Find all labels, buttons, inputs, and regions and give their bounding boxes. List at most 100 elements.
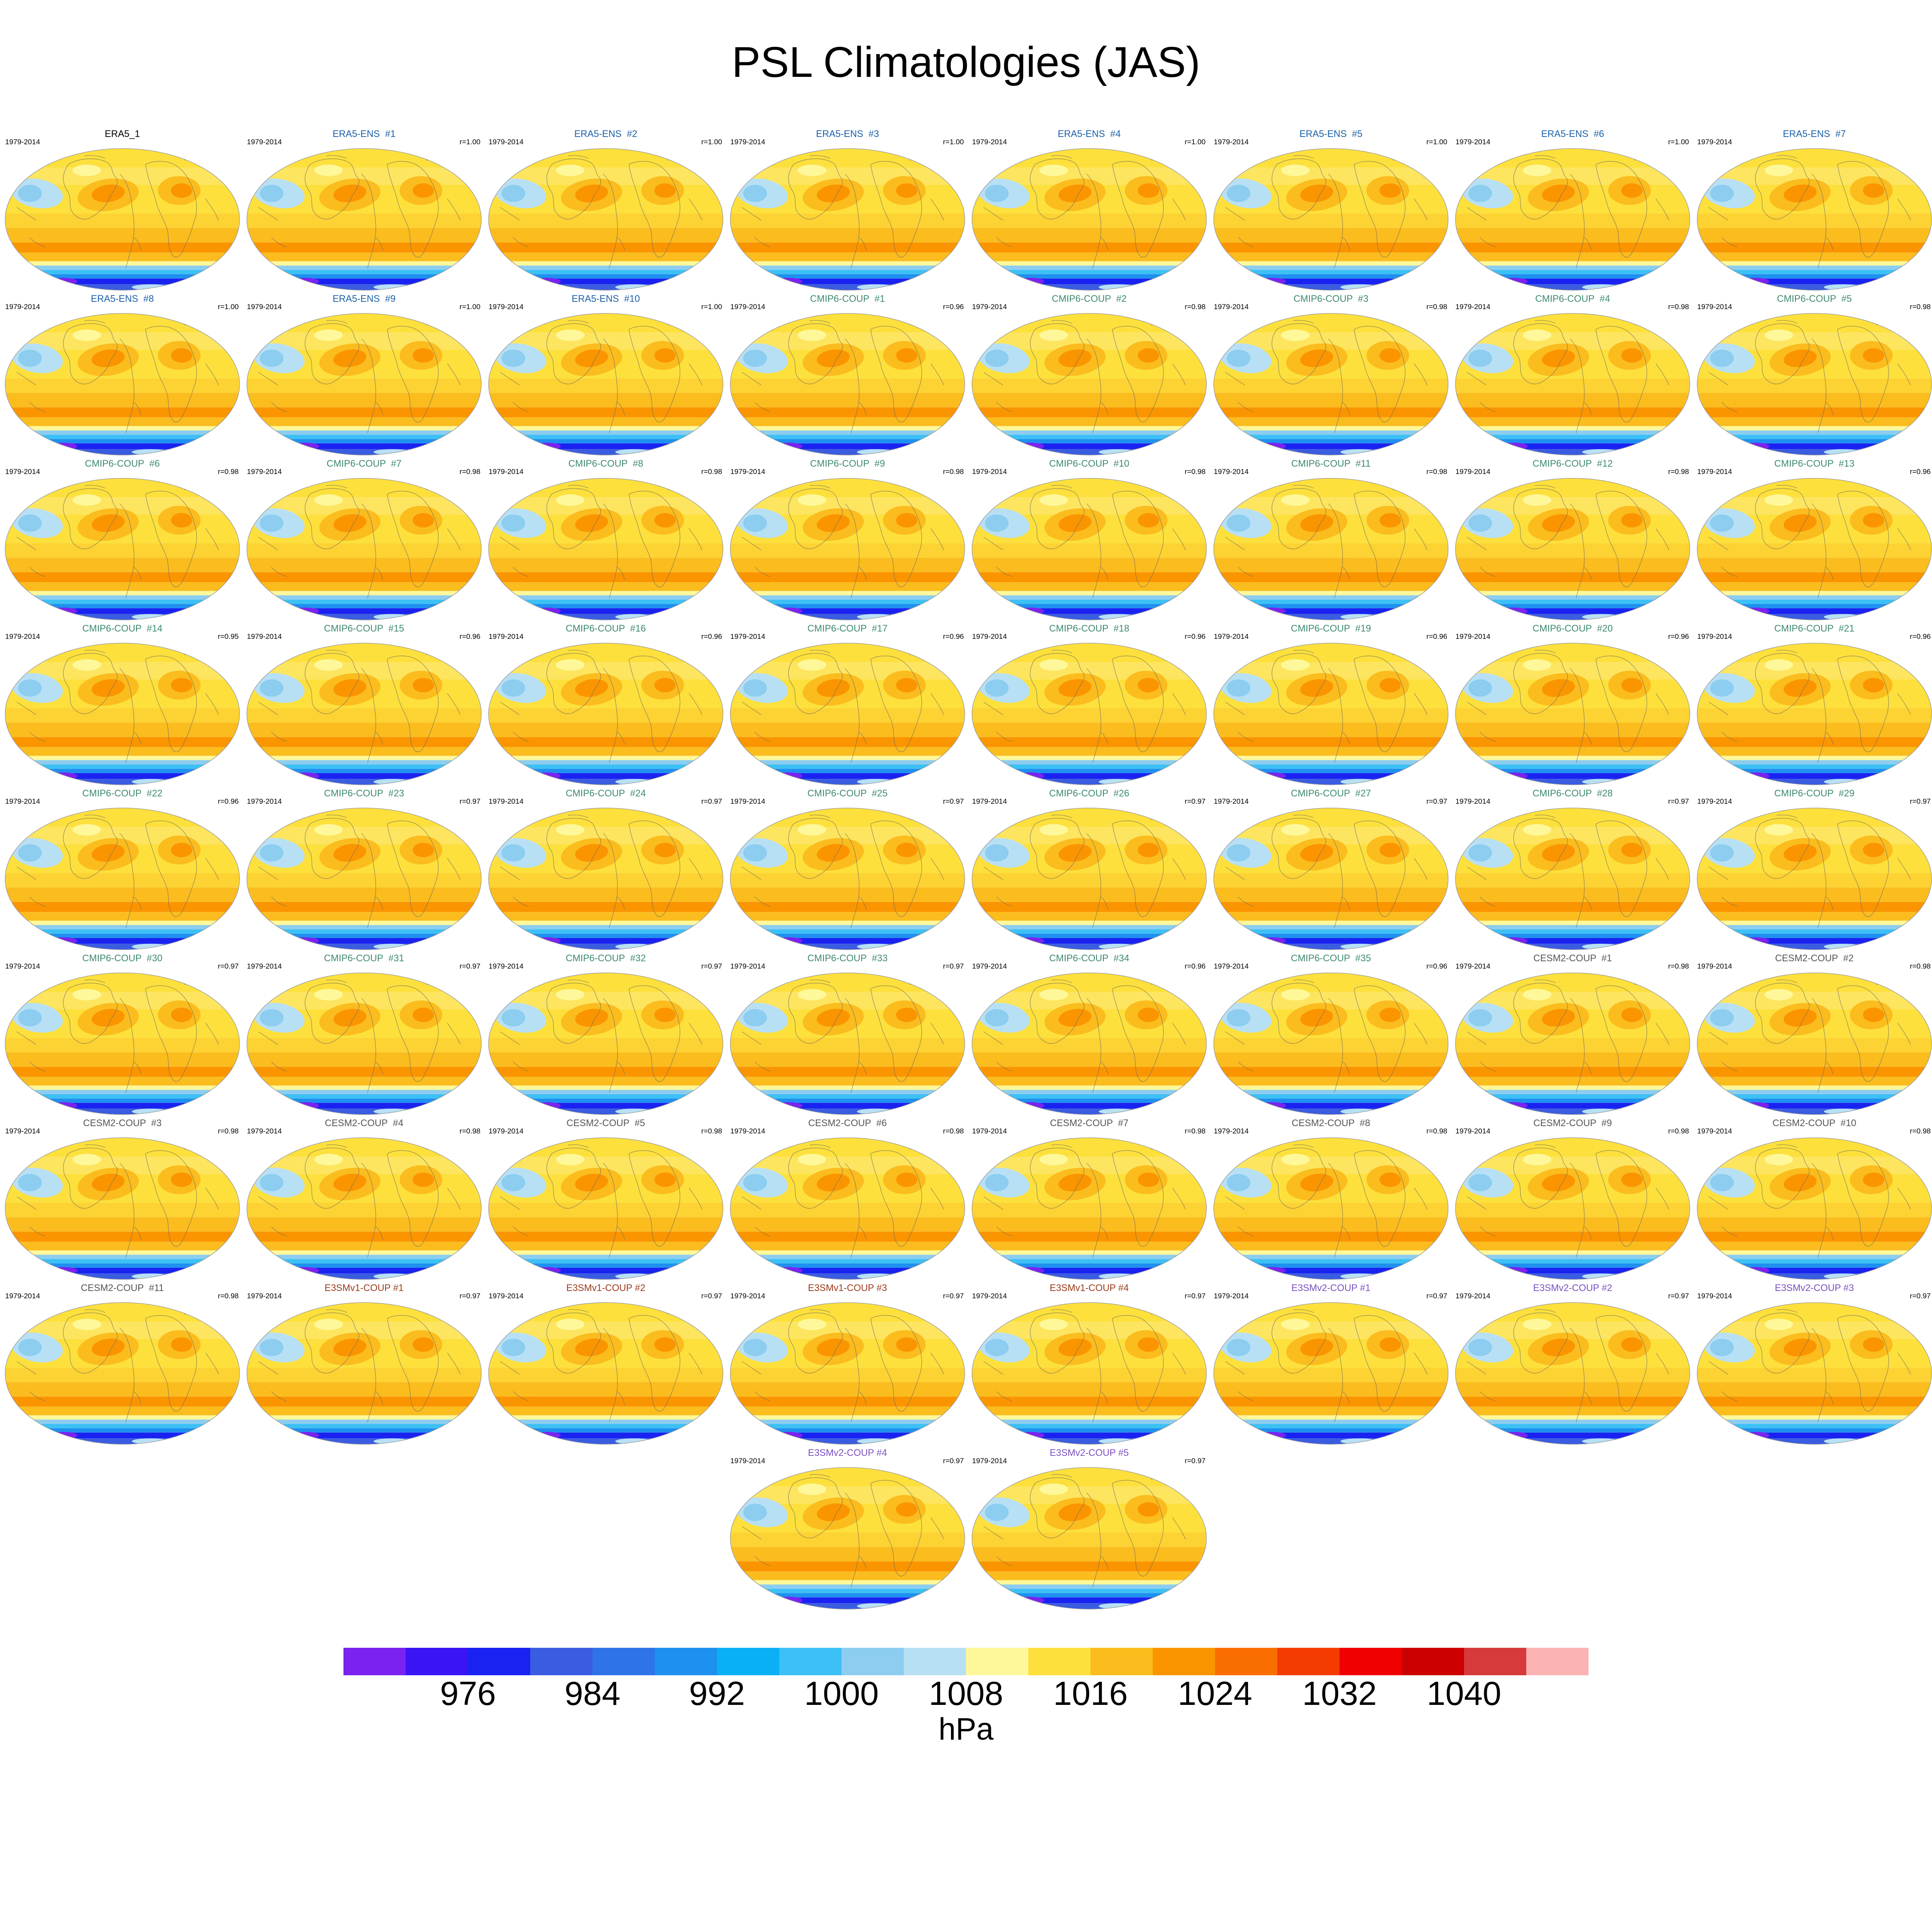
colorbar-tick-label: 1016 xyxy=(1053,1674,1128,1712)
panel-label: CMIP6-COUP #8 xyxy=(568,458,644,469)
colorbar-box xyxy=(343,1648,406,1675)
panel-label: CMIP6-COUP #19 xyxy=(1291,623,1371,634)
map-panel: CMIP6-COUP #3 1979-2014 r=0.98 xyxy=(1210,292,1452,456)
map-panel: CESM2-COUP #8 1979-2014 r=0.98 xyxy=(1210,1116,1452,1281)
map-panel: E3SMv1-COUP #1 1979-2014 r=0.97 xyxy=(243,1281,485,1446)
map-48 xyxy=(1697,972,1932,1115)
panel-period: 1979-2014 xyxy=(730,138,766,146)
panel-correlation: r=0.96 xyxy=(943,632,964,641)
map-panel: CESM2-COUP #9 1979-2014 r=0.98 xyxy=(1452,1116,1693,1281)
panel-period: 1979-2014 xyxy=(247,962,282,970)
map-panel: ERA5-ENS #5 1979-2014 r=1.00 xyxy=(1210,127,1452,292)
map-52 xyxy=(730,1137,965,1280)
panel-correlation: r=0.98 xyxy=(1668,1127,1689,1135)
map-panel: ERA5-ENS #9 1979-2014 r=1.00 xyxy=(243,292,485,456)
map-panel: CMIP6-COUP #23 1979-2014 r=0.97 xyxy=(243,786,485,951)
map-57 xyxy=(5,1302,240,1445)
panel-label: CESM2-COUP #4 xyxy=(325,1118,404,1128)
map-panel: CESM2-COUP #7 1979-2014 r=0.98 xyxy=(969,1116,1210,1281)
panel-period: 1979-2014 xyxy=(1697,632,1732,641)
colorbar-box xyxy=(1277,1648,1340,1675)
panel-label: CMIP6-COUP #34 xyxy=(1049,953,1130,963)
panel-label: CMIP6-COUP #11 xyxy=(1291,458,1371,469)
map-30 xyxy=(1213,643,1449,785)
panel-label: ERA5-ENS #8 xyxy=(91,293,154,304)
panel-period: 1979-2014 xyxy=(1697,1127,1732,1135)
panel-correlation: r=0.98 xyxy=(1185,468,1206,476)
map-panel: CESM2-COUP #3 1979-2014 r=0.98 xyxy=(2,1116,243,1281)
panel-label: E3SMv2-COUP #3 xyxy=(1774,1282,1854,1293)
map-panel: CMIP6-COUP #16 1979-2014 r=0.96 xyxy=(485,621,726,786)
map-panel: CMIP6-COUP #33 1979-2014 r=0.97 xyxy=(727,951,968,1116)
panel-correlation: r=0.97 xyxy=(459,962,480,970)
map-15 xyxy=(1455,313,1690,456)
panel-correlation: r=0.98 xyxy=(1668,962,1689,970)
map-panel: CMIP6-COUP #27 1979-2014 r=0.97 xyxy=(1210,786,1452,951)
panel-correlation: r=0.97 xyxy=(1910,797,1931,805)
map-7 xyxy=(1455,148,1690,291)
panel-label: CMIP6-COUP #2 xyxy=(1051,293,1127,304)
map-34 xyxy=(246,808,482,950)
panel-period: 1979-2014 xyxy=(730,468,766,476)
map-panel: E3SMv2-COUP #1 1979-2014 r=0.97 xyxy=(1210,1281,1452,1446)
panel-label: E3SMv2-COUP #4 xyxy=(808,1447,887,1458)
panel-label: CMIP6-COUP #26 xyxy=(1049,788,1130,799)
panel-period: 1979-2014 xyxy=(1214,138,1249,146)
panel-correlation: r=0.96 xyxy=(1185,962,1206,970)
panel-correlation: r=0.98 xyxy=(1185,1127,1206,1135)
map-panel: CMIP6-COUP #2 1979-2014 r=0.98 xyxy=(969,292,1210,456)
map-panel: CMIP6-COUP #35 1979-2014 r=0.96 xyxy=(1210,951,1452,1116)
panel-correlation: r=0.97 xyxy=(1185,1457,1206,1465)
panel-period: 1979-2014 xyxy=(5,1127,40,1135)
panel-correlation: r=0.97 xyxy=(701,962,722,970)
panel-period: 1979-2014 xyxy=(1455,632,1491,641)
map-panel: CESM2-COUP #10 1979-2014 r=0.98 xyxy=(1694,1116,1932,1281)
map-panel: E3SMv1-COUP #3 1979-2014 r=0.97 xyxy=(727,1281,968,1446)
page-title: PSL Climatologies (JAS) xyxy=(732,38,1200,86)
panel-period: 1979-2014 xyxy=(730,1457,766,1465)
panel-period: 1979-2014 xyxy=(1697,1292,1732,1300)
panel-label: CMIP6-COUP #22 xyxy=(82,788,163,799)
colorbar-box xyxy=(717,1648,780,1675)
panel-label: CESM2-COUP #6 xyxy=(808,1118,887,1128)
map-panel: CMIP6-COUP #29 1979-2014 r=0.97 xyxy=(1694,786,1932,951)
panel-correlation: r=1.00 xyxy=(459,303,480,311)
panel-correlation: r=0.98 xyxy=(1426,1127,1447,1135)
map-38 xyxy=(1213,808,1449,950)
map-35 xyxy=(488,808,723,950)
map-46 xyxy=(1213,972,1449,1115)
map-56 xyxy=(1697,1137,1932,1280)
colorbar-box xyxy=(468,1648,531,1675)
map-65 xyxy=(730,1467,965,1610)
colorbar-tick-label: 1024 xyxy=(1178,1674,1252,1712)
map-33 xyxy=(5,808,240,950)
map-19 xyxy=(488,478,723,620)
panel-correlation: r=0.96 xyxy=(1910,468,1931,476)
panel-period: 1979-2014 xyxy=(1214,632,1249,641)
panel-label: CMIP6-COUP #33 xyxy=(807,953,888,963)
map-44 xyxy=(730,972,965,1115)
panel-correlation: r=1.00 xyxy=(701,138,722,146)
map-17 xyxy=(5,478,240,620)
panel-period: 1979-2014 xyxy=(972,1127,1007,1135)
panel-period: 1979-2014 xyxy=(730,1127,766,1135)
panel-label: ERA5-ENS #1 xyxy=(332,128,396,139)
panel-period: 1979-2014 xyxy=(1214,468,1249,476)
panel-label: E3SMv1-COUP #4 xyxy=(1049,1282,1129,1293)
map-14 xyxy=(1213,313,1449,456)
panel-period: 1979-2014 xyxy=(5,797,40,805)
panel-label: E3SMv1-COUP #3 xyxy=(808,1282,887,1293)
map-panel: ERA5-ENS #6 1979-2014 r=1.00 xyxy=(1452,127,1693,292)
panel-label: ERA5-ENS #3 xyxy=(816,128,879,139)
map-59 xyxy=(488,1302,723,1445)
panel-period: 1979-2014 xyxy=(489,468,524,476)
map-1 xyxy=(5,148,240,291)
panel-period: 1979-2014 xyxy=(1214,1292,1249,1300)
panel-correlation: r=0.97 xyxy=(701,797,722,805)
panel-label: CMIP6-COUP #16 xyxy=(565,623,646,634)
colorbar-tick-labels: 976 984 992 1000 1008 1016 1024 1032 1040 xyxy=(0,1677,1932,1715)
panel-correlation: r=0.98 xyxy=(1668,468,1689,476)
map-45 xyxy=(972,972,1207,1115)
panel-correlation: r=0.97 xyxy=(1426,797,1447,805)
map-panel: CMIP6-COUP #9 1979-2014 r=0.98 xyxy=(727,456,968,621)
